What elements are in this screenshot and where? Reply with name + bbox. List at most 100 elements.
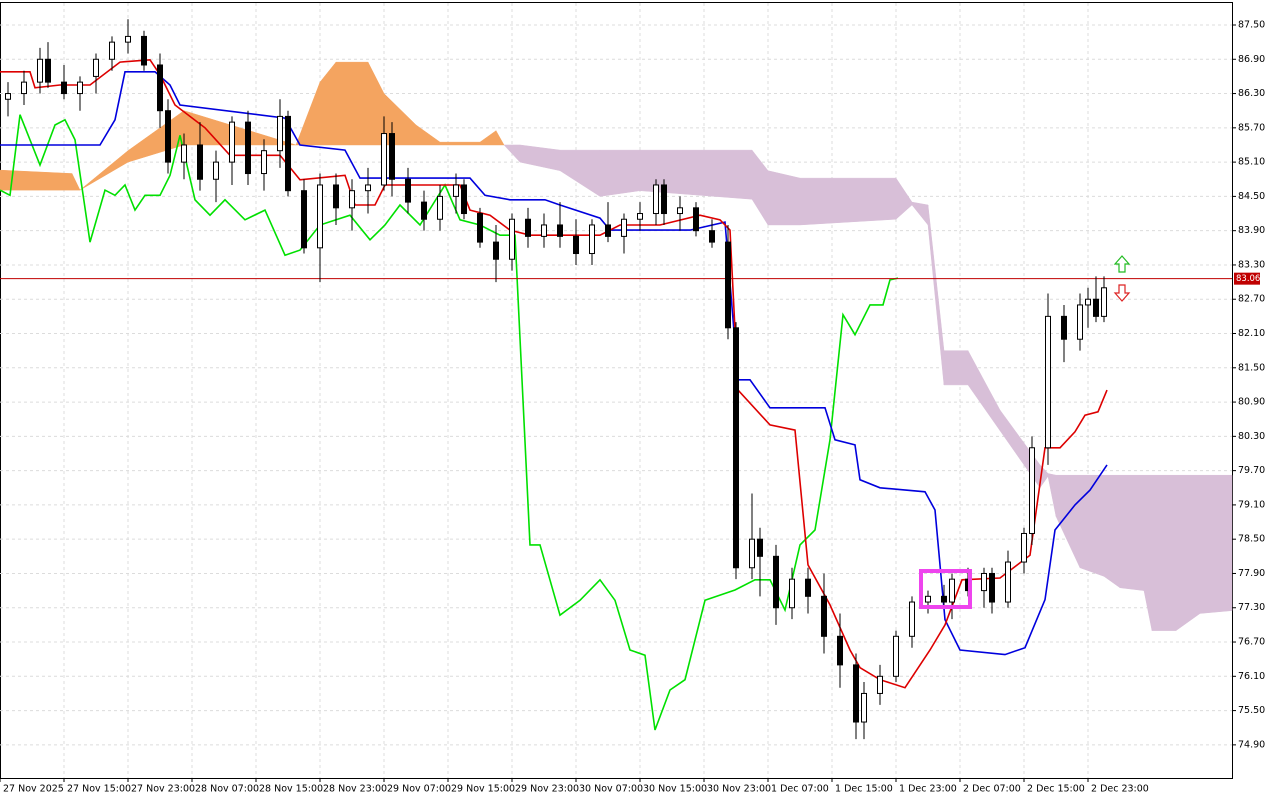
cloud-segment [1119,474,1145,591]
candle-body [181,144,187,163]
x-tick-label: 2 Dec 15:00 [1027,784,1085,795]
sell-arrow[interactable] [1113,284,1131,302]
candle-body [461,184,467,215]
candle-body [453,184,459,197]
x-tick-label: 29 Nov 07:00 [387,784,451,795]
candle-body [733,327,739,569]
x-tick-label: 2 Dec 07:00 [963,784,1021,795]
cloud-segment [335,61,369,146]
candle-body [317,184,323,249]
y-tick-label: 74.90 [1238,739,1265,750]
candle-body [421,201,427,220]
y-tick-label: 86.90 [1238,54,1265,65]
price-label: 83.06 [1236,274,1260,284]
candle-body [909,601,915,637]
candle-body [229,121,235,163]
candle-body [277,115,283,152]
candle-body [941,595,947,603]
candle-body [1085,298,1091,306]
candle-body [1093,298,1099,317]
candle-body [365,184,371,192]
candle-body [605,224,611,237]
x-tick-label: 27 Nov 2025 [3,784,64,795]
x-tick-label: 30 Nov 23:00 [707,784,771,795]
price-label-box [1234,272,1260,285]
candle-body [21,81,27,95]
candle-body [37,58,43,83]
cloud-segment [1151,474,1177,631]
cloud-segment [1175,474,1201,632]
candle-body [165,110,171,163]
x-tick-label: 1 Dec 15:00 [835,784,893,795]
cloud-segment [943,350,969,386]
candle-body [989,572,995,603]
highlight-box [919,569,972,609]
candle-body [1101,287,1107,317]
x-tick-label: 1 Dec 23:00 [899,784,957,795]
candle-body [93,58,99,77]
y-tick-label: 82.10 [1238,328,1265,339]
candles [5,19,1107,740]
candle-body [1061,315,1067,340]
candle-body [773,555,779,609]
cloud-segment [1199,474,1233,614]
candle-body [589,224,595,255]
candle-body [693,207,699,232]
x-tick-label: 2 Dec 23:00 [1091,784,1149,795]
cloud-segment [599,149,641,197]
candle-body [661,184,667,215]
y-tick-label: 82.70 [1238,294,1265,305]
candle-body [709,230,715,243]
y-tick-label: 80.30 [1238,431,1265,442]
candle-body [493,241,499,260]
candle-body [213,161,219,180]
x-tick-label: 29 Nov 15:00 [451,784,515,795]
candle-body [1005,561,1011,603]
y-tick-label: 77.30 [1238,602,1265,613]
y-tick-label: 75.50 [1238,705,1265,716]
candle-body [509,218,515,260]
y-tick-label: 79.10 [1238,499,1265,510]
candle-body [621,218,627,237]
candle-body [125,35,131,43]
candle-body [637,213,643,220]
candle-body [141,35,147,66]
candle-body [877,675,883,694]
candle-body [5,93,11,100]
y-tick-label: 83.90 [1238,225,1265,236]
candle-body [949,578,955,603]
candle-body [45,58,51,83]
candle-body [405,178,411,203]
x-tick-label: 28 Nov 15:00 [259,784,323,795]
y-tick-label: 85.70 [1238,122,1265,133]
x-tick-label: 30 Nov 07:00 [579,784,643,795]
candle-body [261,150,267,175]
candle-body [525,218,531,237]
candle-body [893,635,899,677]
y-tick-label: 85.10 [1238,157,1265,168]
candle-body [197,144,203,180]
x-tick-label: 28 Nov 07:00 [195,784,259,795]
candle-body [245,121,251,175]
x-tick-label: 30 Nov 15:00 [643,784,707,795]
candle-body [1021,532,1027,563]
y-tick-label: 81.50 [1238,362,1265,373]
candle-body [981,572,987,592]
cloud-segment [799,177,897,226]
buy-arrow[interactable] [1113,255,1131,273]
grid [0,3,1232,778]
y-tick-label: 84.50 [1238,191,1265,202]
candle-body [853,664,859,723]
candle-body [61,81,67,95]
indicator-line [0,71,1108,656]
candle-body [389,133,395,180]
candle-body [789,578,795,609]
x-tick-label: 27 Nov 23:00 [131,784,195,795]
y-tick-label: 79.70 [1238,465,1265,476]
x-tick-label: 29 Nov 23:00 [515,784,579,795]
x-tick-label: 27 Nov 15:00 [67,784,131,795]
cloud-segment [767,170,801,226]
candle-body [1045,315,1051,449]
candle-body [653,184,659,215]
